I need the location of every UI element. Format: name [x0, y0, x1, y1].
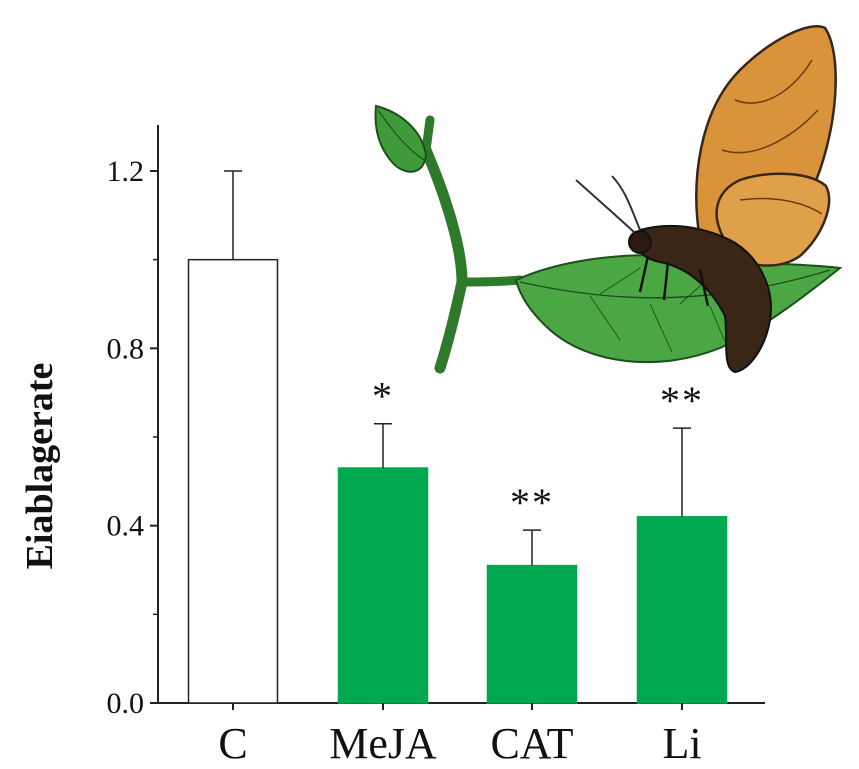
bar-c [187, 258, 279, 704]
y-tick-label: 0.0 [107, 687, 145, 720]
y-tick-label: 0.4 [107, 510, 145, 543]
bar-meja [337, 467, 429, 704]
significance-marks: ***** [372, 374, 704, 525]
significance-li: ** [660, 378, 704, 423]
category-label-meja: MeJA [329, 719, 437, 768]
moth-on-leaf-illustration [374, 25, 843, 374]
moth-icon [575, 25, 837, 374]
significance-cat: ** [510, 480, 554, 525]
error-bars [224, 170, 691, 566]
category-label-cat: CAT [490, 719, 573, 768]
twig-icon [420, 115, 525, 374]
bar-cat [486, 564, 578, 704]
category-label-li: Li [662, 719, 701, 768]
y-tick-label: 1.2 [107, 155, 145, 188]
category-label-c: C [218, 719, 247, 768]
bar-li [636, 516, 728, 704]
y-tick-label: 0.8 [107, 332, 145, 365]
y-axis-label: Eiablagerate [19, 363, 61, 570]
bars [187, 258, 728, 704]
category-labels: C MeJA CAT Li [218, 703, 702, 768]
y-ticks: 0.0 0.4 0.8 1.2 [107, 155, 158, 720]
significance-meja: * [372, 374, 394, 419]
